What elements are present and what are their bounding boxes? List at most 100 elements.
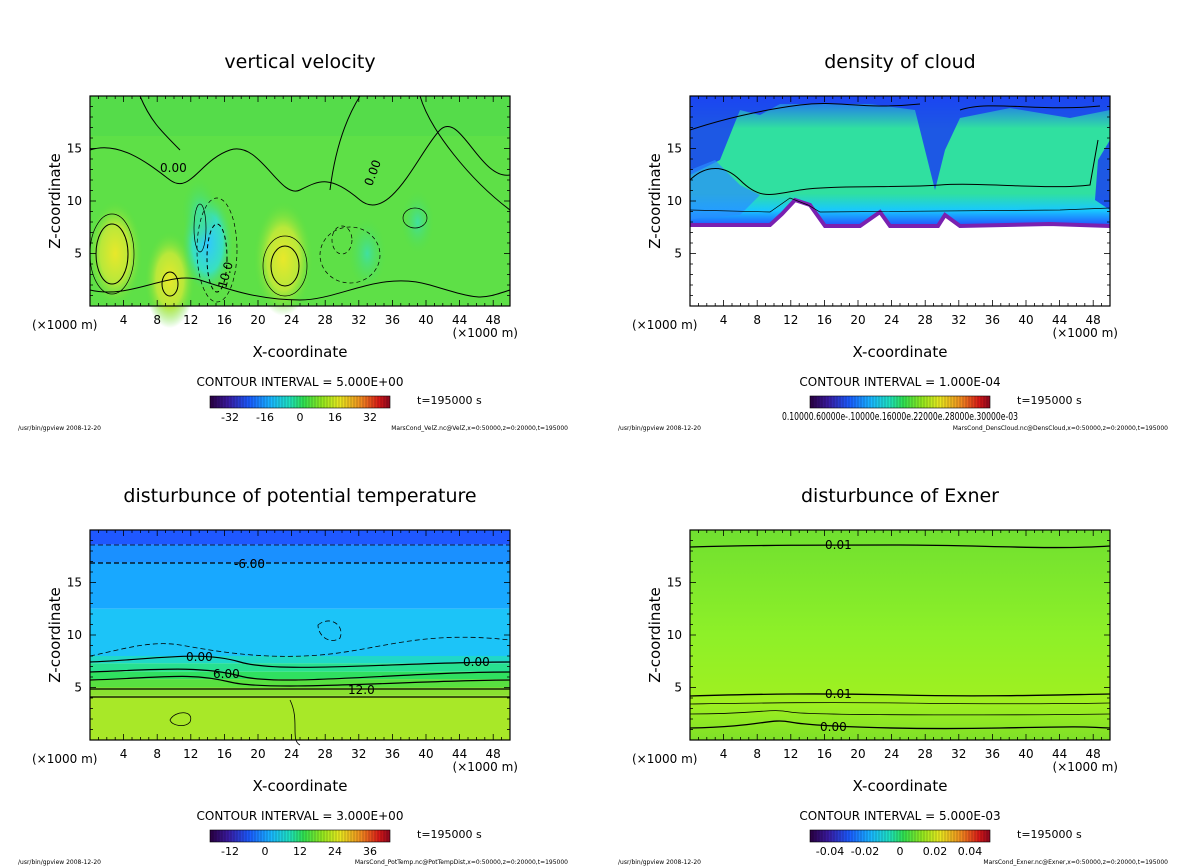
- x-tick-label: 16: [217, 747, 232, 761]
- cloud-edge: [690, 197, 1111, 229]
- x-tick-label: 36: [385, 747, 400, 761]
- y-tick-label: 10: [67, 628, 82, 642]
- time-label: t=195000 s: [417, 828, 482, 841]
- x-tick-label: 48: [1086, 747, 1101, 761]
- x-unit-label: (×1000 m): [453, 326, 518, 340]
- contour-label: -6.00: [234, 557, 265, 571]
- y-tick-label: 5: [74, 247, 82, 261]
- time-label: t=195000 s: [417, 394, 482, 407]
- x-tick-label: 4: [720, 747, 728, 761]
- annotations: CONTOUR INTERVAL = 5.000E+00 t=195000 s -3…: [18, 375, 1168, 866]
- x-tick-label: 32: [351, 747, 366, 761]
- contour-interval-text: CONTOUR INTERVAL = 3.000E+00: [197, 809, 404, 823]
- y-tick-label: 10: [667, 194, 682, 208]
- colorbar-block: CONTOUR INTERVAL = 1.000E-04 t=195000 s 0.…: [618, 375, 1168, 432]
- contour-negative: [206, 223, 228, 293]
- contour-interval-text: CONTOUR INTERVAL = 5.000E+00: [197, 375, 404, 389]
- x-unit-label: (×1000 m): [32, 318, 97, 332]
- colorbar-tick-label: -0.04: [816, 845, 844, 858]
- x-tick-label: 36: [985, 747, 1000, 761]
- x-tick-label: 20: [850, 313, 865, 327]
- contour-zero-line: [89, 277, 511, 301]
- y-axis-label: Z-coordinate: [46, 153, 64, 248]
- x-tick-label: 28: [918, 747, 933, 761]
- colorbar-tick-label: -16: [256, 411, 274, 424]
- panel-title: disturbunce of Exner: [801, 485, 999, 507]
- y-tick-label: 5: [674, 247, 682, 261]
- colorbar-tick-label: 0.10000.60000e-.10000e.16000e.22000e.280…: [782, 410, 1018, 423]
- cloud-field: [690, 96, 1110, 226]
- x-unit-label: (×1000 m): [1053, 760, 1118, 774]
- x-tick-label: 28: [318, 747, 333, 761]
- contour-line: [689, 103, 921, 131]
- y-tick-label: 5: [674, 681, 682, 695]
- x-tick-label: 48: [1086, 313, 1101, 327]
- x-tick-label: 8: [153, 747, 161, 761]
- y-axis-label: Z-coordinate: [646, 153, 664, 248]
- x-unit-label: (×1000 m): [1053, 326, 1118, 340]
- y-tick-label: 15: [667, 576, 682, 590]
- contour-label: 0.00: [820, 720, 847, 734]
- x-tick-label: 20: [850, 747, 865, 761]
- contour-line: [169, 712, 192, 726]
- contour-line: [689, 720, 1111, 730]
- colorbar-tick-label: 16: [328, 411, 342, 424]
- x-tick-label: 48: [486, 313, 501, 327]
- contour-positive: [402, 207, 428, 229]
- panel-title: density of cloud: [824, 51, 976, 73]
- colorbar-tick-label: 12: [293, 845, 307, 858]
- colorbar-tick-label: 32: [363, 411, 377, 424]
- field-band: [90, 96, 510, 136]
- x-tick-label: 12: [183, 313, 198, 327]
- contour-zero-line: [139, 95, 181, 151]
- contour-lines: [689, 103, 1111, 213]
- field-layer: [90, 656, 510, 664]
- contour-lines: [89, 95, 511, 301]
- x-unit-label: (×1000 m): [632, 318, 697, 332]
- x-tick-label: 4: [720, 313, 728, 327]
- contour-zero-line: [89, 126, 511, 206]
- time-label: t=195000 s: [1017, 394, 1082, 407]
- y-tick-label: 15: [67, 142, 82, 156]
- colorbar-tick-label: -32: [221, 411, 239, 424]
- contour-positive: [95, 223, 129, 285]
- colorbar-tick-label: 0: [297, 411, 304, 424]
- x-tick-label: 8: [753, 313, 761, 327]
- y-axis-label: Z-coordinate: [646, 587, 664, 682]
- x-tick-label: 12: [783, 313, 798, 327]
- footer-path: /usr/bin/gpview 2008-12-20: [18, 859, 101, 866]
- contour-negative: [319, 226, 381, 284]
- contour-label: 0.00: [186, 650, 213, 664]
- x-tick-label: 12: [783, 747, 798, 761]
- cloud-right-edge: [1095, 140, 1110, 210]
- time-label: t=195000 s: [1017, 828, 1082, 841]
- colorbar-block: CONTOUR INTERVAL = 5.000E-03 t=195000 s -0…: [618, 809, 1168, 866]
- cloud-top-turbulence: [690, 96, 1110, 190]
- footer-source: MarsCond_Exner.nc@Exner,x=0:50000,z=0:20…: [983, 859, 1168, 866]
- contour-positive: [161, 271, 179, 297]
- x-axis-label: X-coordinate: [853, 777, 948, 795]
- contour-line: [689, 197, 1111, 213]
- x-tick-label: 44: [1052, 313, 1067, 327]
- field-feature: [253, 201, 313, 316]
- cloud-left-turbulence: [690, 160, 760, 220]
- panel-title: vertical velocity: [224, 51, 375, 73]
- contour-interval-text: CONTOUR INTERVAL = 5.000E-03: [799, 809, 1000, 823]
- colorbar-tick-label: 24: [328, 845, 342, 858]
- contour-line: [689, 693, 1111, 697]
- contour-line: [89, 668, 511, 681]
- x-tick-label: 8: [153, 313, 161, 327]
- colorbar-tick-label: 0.04: [958, 845, 983, 858]
- colorbar-tick-label: 0.02: [923, 845, 948, 858]
- panel-density-of-cloud: density of cloud 4 8 12 16 20 24 28 32 36 40 44 485…: [632, 51, 1118, 361]
- contour-negative: [331, 225, 353, 255]
- x-tick-label: 32: [951, 747, 966, 761]
- panel-exner: disturbunce of Exner 0.01 0.01 0.00 4 8 12…: [632, 485, 1118, 795]
- x-tick-label: 20: [250, 747, 265, 761]
- x-tick-label: 36: [385, 313, 400, 327]
- x-tick-label: 40: [418, 747, 433, 761]
- field-feature: [181, 178, 217, 245]
- field-layer: [90, 608, 510, 656]
- panel-potential-temperature: disturbunce of potential temperature -6.…: [32, 485, 518, 795]
